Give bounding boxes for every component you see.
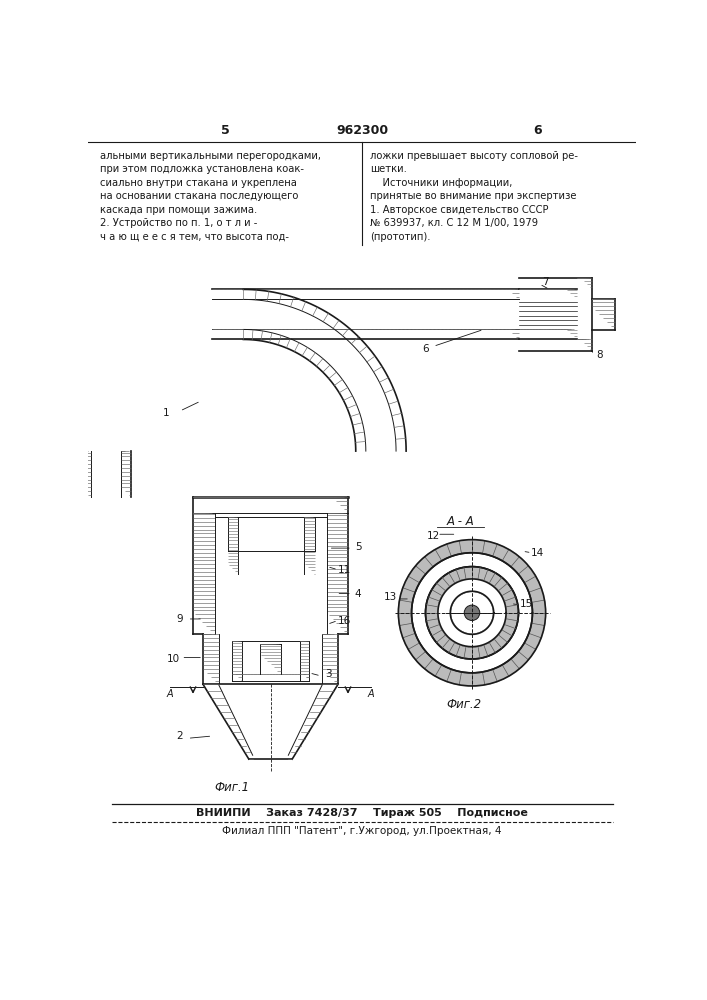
Text: Фиг.2: Фиг.2	[447, 698, 481, 710]
Text: A - A: A - A	[447, 515, 474, 528]
Text: ВНИИПИ    Заказ 7428/37    Тираж 505    Подписное: ВНИИПИ Заказ 7428/37 Тираж 505 Подписное	[196, 808, 528, 818]
Text: 13: 13	[384, 592, 397, 602]
Circle shape	[464, 605, 480, 620]
Text: (прототип).: (прототип).	[370, 232, 430, 242]
Text: Филиал ППП "Патент", г.Ужгород, ул.Проектная, 4: Филиал ППП "Патент", г.Ужгород, ул.Проек…	[222, 826, 502, 836]
Text: ложки превышает высоту сопловой ре-: ложки превышает высоту сопловой ре-	[370, 151, 578, 161]
Text: 6: 6	[534, 124, 542, 137]
Text: 5: 5	[221, 124, 230, 137]
Text: шетки.: шетки.	[370, 164, 407, 174]
Text: 2. Устройство по п. 1, о т л и -: 2. Устройство по п. 1, о т л и -	[100, 218, 257, 228]
Text: 4: 4	[355, 589, 361, 599]
Text: 3: 3	[325, 669, 332, 679]
Text: ч а ю щ е е с я тем, что высота под-: ч а ю щ е е с я тем, что высота под-	[100, 232, 289, 242]
Text: 16: 16	[337, 615, 351, 626]
Text: 12: 12	[426, 531, 440, 541]
Polygon shape	[426, 567, 518, 659]
Text: 1. Авторское свидетельство СССР: 1. Авторское свидетельство СССР	[370, 205, 548, 215]
Text: 6: 6	[422, 344, 429, 354]
Text: 11: 11	[337, 565, 351, 575]
Text: принятые во внимание при экспертизе: принятые во внимание при экспертизе	[370, 191, 576, 201]
Text: при этом подложка установлена коак-: при этом подложка установлена коак-	[100, 164, 304, 174]
Text: А: А	[368, 689, 375, 699]
Polygon shape	[438, 579, 506, 647]
Text: альными вертикальными перегородками,: альными вертикальными перегородками,	[100, 151, 321, 161]
Text: 962300: 962300	[336, 124, 388, 137]
Text: Фиг.1: Фиг.1	[214, 781, 250, 794]
Text: сиально внутри стакана и укреплена: сиально внутри стакана и укреплена	[100, 178, 297, 188]
Text: 15: 15	[520, 599, 533, 609]
Text: 10: 10	[167, 654, 180, 664]
Polygon shape	[398, 540, 546, 686]
Text: 7: 7	[542, 277, 549, 287]
Text: 8: 8	[597, 350, 603, 360]
Text: 9: 9	[177, 614, 183, 624]
Text: А: А	[166, 689, 173, 699]
Text: Источники информации,: Источники информации,	[370, 178, 512, 188]
Text: 1: 1	[163, 408, 169, 418]
Text: каскада при помощи зажима.: каскада при помощи зажима.	[100, 205, 257, 215]
Text: на основании стакана последующего: на основании стакана последующего	[100, 191, 298, 201]
Text: 2: 2	[177, 731, 183, 741]
Text: 14: 14	[531, 548, 544, 558]
Text: 5: 5	[355, 542, 361, 552]
Polygon shape	[411, 553, 532, 673]
Text: № 639937, кл. С 12 М 1/00, 1979: № 639937, кл. С 12 М 1/00, 1979	[370, 218, 538, 228]
